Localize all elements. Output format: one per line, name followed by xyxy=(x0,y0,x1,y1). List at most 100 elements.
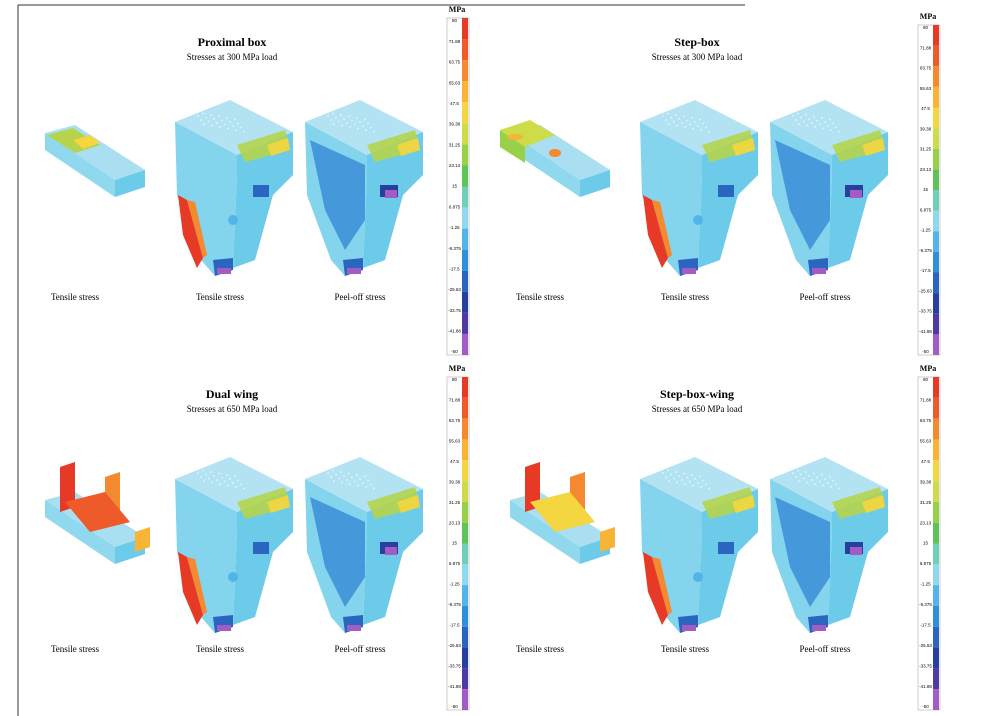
small-model xyxy=(510,462,615,564)
mesh-dot xyxy=(816,477,818,479)
mesh-dot xyxy=(838,131,840,133)
mesh-dot xyxy=(373,131,375,133)
mesh-dot xyxy=(700,129,702,131)
small-model xyxy=(45,125,145,197)
colorbar-label: -25.63 xyxy=(448,643,461,648)
colorbar-unit: MPa xyxy=(920,364,936,373)
mesh-dot xyxy=(789,111,791,113)
mesh-dot xyxy=(822,128,824,130)
mesh-dot xyxy=(829,476,831,478)
colorbar-label: -9.375 xyxy=(919,602,932,607)
large-model xyxy=(640,457,758,633)
colorbar-label: -17.5 xyxy=(449,622,460,627)
colorbar-swatch xyxy=(933,66,939,87)
colorbar-label: 39.38 xyxy=(920,126,932,131)
mesh-dot xyxy=(364,119,366,121)
mesh-dot xyxy=(700,486,702,488)
colorbar-label: -17.5 xyxy=(449,266,460,271)
mesh-dot xyxy=(814,126,816,128)
panel-title: Step-box-wing xyxy=(660,387,734,401)
colorbar-swatch xyxy=(933,231,939,252)
colorbar-swatch xyxy=(933,585,939,606)
colorbar-swatch xyxy=(462,544,468,565)
box xyxy=(850,190,862,198)
stress-label: Tensile stress xyxy=(516,292,565,302)
mesh-dot xyxy=(705,127,707,129)
patch xyxy=(507,134,523,140)
mesh-dot xyxy=(806,482,808,484)
mesh-dot xyxy=(349,126,351,128)
mesh-dot xyxy=(354,124,356,126)
colorbar-label: 55.63 xyxy=(920,439,932,444)
mesh-dot xyxy=(219,483,221,485)
mesh-dot xyxy=(808,118,810,120)
panel-subtitle: Stresses at 650 MPa load xyxy=(652,404,743,414)
foot-tip xyxy=(217,625,231,631)
mesh-dot xyxy=(683,473,685,475)
colorbar-swatch xyxy=(462,271,468,292)
mesh-dot xyxy=(364,476,366,478)
mesh-dot xyxy=(327,115,329,117)
mesh-dot xyxy=(210,114,212,116)
mesh-dot xyxy=(237,480,239,482)
stress-label: Peel-off stress xyxy=(334,644,386,654)
mesh-dot xyxy=(235,486,237,488)
mesh-dot xyxy=(681,122,683,124)
colorbar-swatch xyxy=(933,149,939,170)
colorbar-swatch xyxy=(462,398,468,419)
colorbar-label: 47.5 xyxy=(450,101,459,106)
mesh-dot xyxy=(798,123,800,125)
colorbar-swatch xyxy=(933,293,939,314)
mesh-dot xyxy=(827,125,829,127)
mesh-dot xyxy=(689,481,691,483)
mesh-dot xyxy=(370,484,372,486)
mesh-dot xyxy=(367,480,369,482)
mesh-dot xyxy=(221,120,223,122)
colorbar-label: 80 xyxy=(452,377,458,382)
mesh-dot xyxy=(218,116,220,118)
colorbar-label: -41.88 xyxy=(919,684,932,689)
colorbar-swatch xyxy=(462,419,468,440)
mesh-dot xyxy=(668,480,670,482)
colorbar-label: -50 xyxy=(922,704,929,709)
mesh-dot xyxy=(203,123,205,125)
small-model xyxy=(45,462,150,564)
box xyxy=(718,185,734,197)
colorbar-swatch xyxy=(933,87,939,108)
colorbar-label: -1.25 xyxy=(449,225,460,230)
colorbar-unit: MPa xyxy=(449,5,465,14)
mesh-dot xyxy=(689,124,691,126)
foot-tip xyxy=(682,268,696,274)
mesh-dot xyxy=(343,118,345,120)
colorbar-label: -1.25 xyxy=(449,582,460,587)
colorbar-label: 47.5 xyxy=(450,459,459,464)
colorbar-label: 23.13 xyxy=(449,163,461,168)
mesh-dot xyxy=(216,479,218,481)
colorbar-swatch xyxy=(462,229,468,250)
mesh-dot xyxy=(213,475,215,477)
panel-subtitle: Stresses at 650 MPa load xyxy=(187,404,278,414)
mesh-dot xyxy=(835,484,837,486)
colorbar-swatch xyxy=(933,169,939,190)
colorbar-swatch xyxy=(933,108,939,129)
mesh-dot xyxy=(237,123,239,125)
mesh-dot xyxy=(346,122,348,124)
colorbar-label: 63.75 xyxy=(449,60,461,65)
mesh-dot xyxy=(705,484,707,486)
mesh-dot xyxy=(667,113,669,115)
mesh-dot xyxy=(694,121,696,123)
colorbar-label: -41.88 xyxy=(448,329,461,334)
mesh-dot xyxy=(673,121,675,123)
mesh-dot xyxy=(341,125,343,127)
colorbar-label: 63.75 xyxy=(920,418,932,423)
mesh-dot xyxy=(218,473,220,475)
stress-label: Peel-off stress xyxy=(334,292,386,302)
colorbar-label: -1.25 xyxy=(920,228,931,233)
mesh-dot xyxy=(665,119,667,121)
colorbar-label: 6.875 xyxy=(449,561,461,566)
colorbar-swatch xyxy=(462,668,468,689)
mesh-dot xyxy=(665,476,667,478)
colorbar-label: -41.88 xyxy=(919,329,932,334)
colorbar-label: -50 xyxy=(451,704,458,709)
colorbar-label: 39.38 xyxy=(920,479,932,484)
